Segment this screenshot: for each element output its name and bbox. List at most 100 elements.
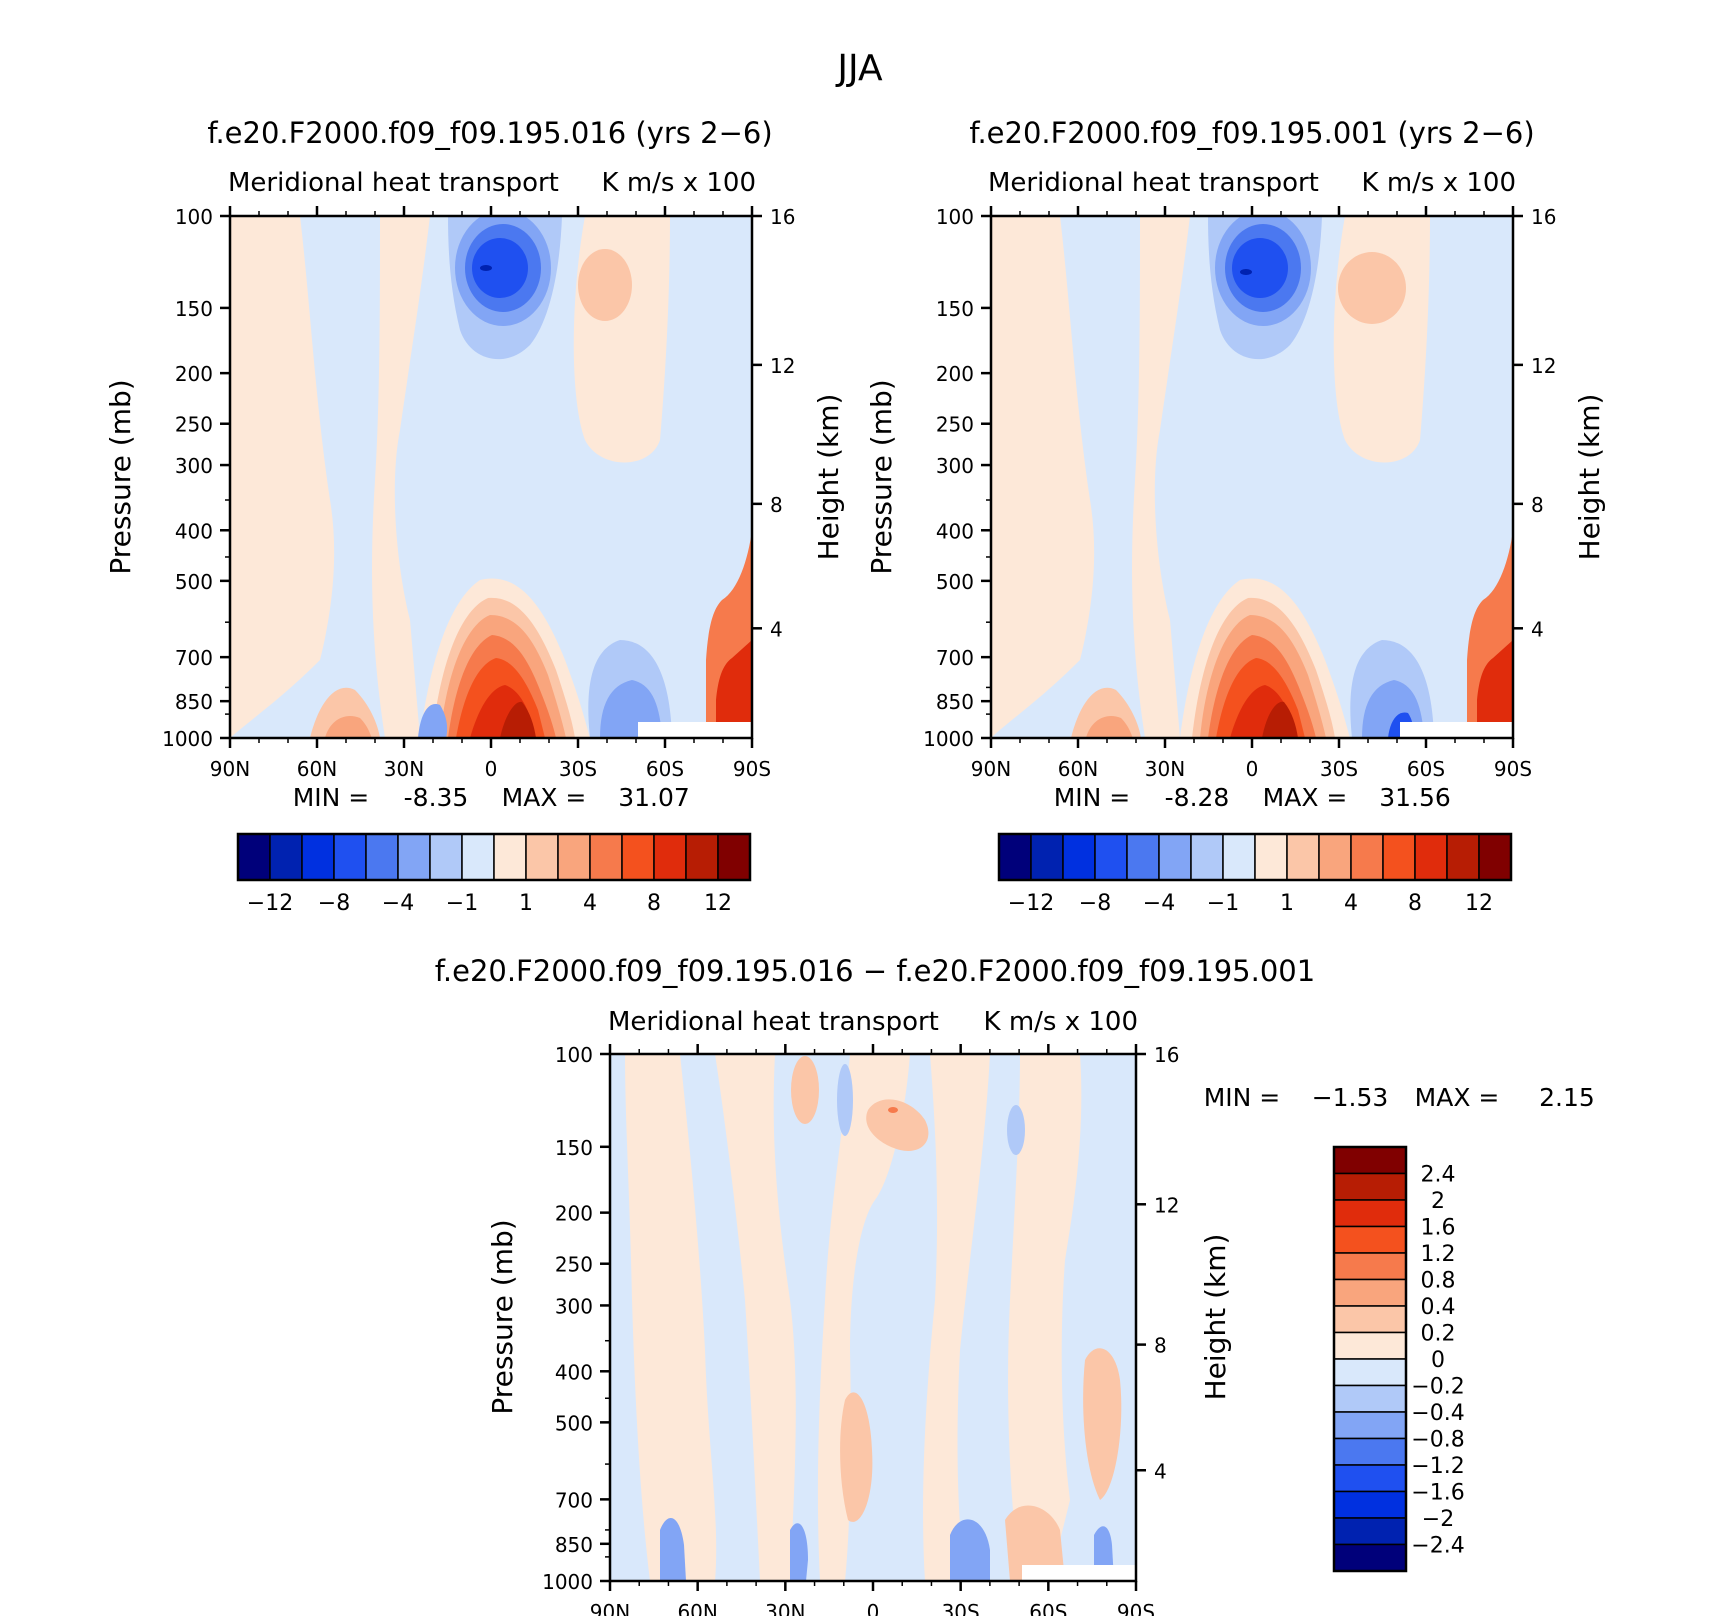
colorbar-box — [1333, 1517, 1407, 1546]
panel-1-min-label: MIN = — [293, 783, 370, 812]
colorbar-label: 0.4 — [1421, 1295, 1456, 1320]
x-tick-label: 0 — [1246, 757, 1259, 781]
colorbar-label: 0.2 — [1421, 1322, 1456, 1347]
panel-1-left-string: Meridional heat transport — [228, 168, 559, 198]
x-tick-label: 30S — [1320, 757, 1358, 781]
panel-3-warm-band-4 — [923, 1054, 990, 1581]
x-tick-label: 0 — [867, 1600, 880, 1616]
y2-tick-label: 4 — [1154, 1459, 1167, 1483]
panel-3-warm-cell-low-south — [1005, 1505, 1065, 1581]
x-tick-label: 90N — [971, 757, 1011, 781]
colorbar-label: −12 — [1008, 891, 1054, 916]
colorbar-box — [1333, 1543, 1407, 1572]
panel-3-cold-cell-upper — [837, 1064, 853, 1136]
panel-2-contour-field — [991, 216, 1513, 738]
y-tick-label: 400 — [175, 519, 213, 543]
panel-3-warm-cell-low-1 — [840, 1392, 873, 1522]
colorbar-box — [1190, 833, 1224, 881]
panel-3-warm-cell-jet-core — [888, 1107, 898, 1113]
panel-1-title: f.e20.F2000.f09_f09.195.016 (yrs 2−6) — [207, 116, 772, 150]
colorbar-box — [365, 833, 399, 881]
panel-3-contour-field — [610, 1054, 1136, 1581]
x-tick-label: 60S — [1029, 1600, 1067, 1616]
y2-tick-label: 16 — [770, 205, 795, 229]
colorbar-label: 12 — [704, 891, 732, 916]
colorbar-box — [1478, 833, 1512, 881]
y-tick-label: 700 — [936, 646, 974, 670]
panel-2-left-string: Meridional heat transport — [988, 168, 1319, 198]
panel-2-warm-cell-south — [1338, 252, 1406, 324]
colorbar-box — [461, 833, 495, 881]
panel-2-y2label: Height (km) — [1573, 394, 1606, 561]
panel-3-min-label: MIN = — [1204, 1083, 1281, 1112]
y2-tick-label: 8 — [1154, 1334, 1167, 1358]
panel-3-cold-cell-upper-south — [1007, 1105, 1025, 1155]
y-tick-label: 700 — [555, 1488, 593, 1512]
colorbar-frame — [236, 832, 752, 882]
colorbar-label: −2 — [1422, 1507, 1454, 1532]
y-tick-label: 300 — [936, 454, 974, 478]
colorbar-label: −8 — [1079, 891, 1111, 916]
panel-2-max-label: MAX = — [1263, 783, 1348, 812]
colorbar-box — [717, 833, 751, 881]
colorbar-box — [653, 833, 687, 881]
y-tick-label: 150 — [936, 297, 974, 321]
colorbar-box — [525, 833, 559, 881]
y2-tick-label: 4 — [1531, 617, 1544, 641]
panel-2-missing-topography — [1400, 722, 1513, 738]
panel-1-max-label: MAX = — [502, 783, 587, 812]
colorbar-label: 1.6 — [1421, 1216, 1456, 1241]
panel-2: f.e20.F2000.f09_f09.195.001 (yrs 2−6) Me… — [865, 116, 1606, 916]
colorbar-label: −0.8 — [1411, 1428, 1464, 1453]
colorbar-box — [1333, 1199, 1407, 1228]
colorbar-box — [1286, 833, 1320, 881]
y-tick-label: 700 — [175, 646, 213, 670]
colorbar-box — [1030, 833, 1064, 881]
panel-2-warm-band-north — [991, 216, 1095, 738]
panel-2-warm-band-mid — [1132, 216, 1190, 738]
panel-2-warm-surface-core — [1262, 701, 1298, 738]
panel-3-left-string: Meridional heat transport — [608, 1007, 939, 1037]
y-tick-label: 500 — [175, 570, 213, 594]
colorbar-label: −4 — [382, 891, 414, 916]
panel-2-warm-north-core — [1086, 716, 1133, 738]
y-tick-label: 1000 — [923, 727, 974, 751]
panel-1-cold-patch-equator — [418, 704, 448, 738]
colorbar-box — [1222, 833, 1256, 881]
colorbar-label: 12 — [1465, 891, 1493, 916]
colorbar-label: 1.2 — [1421, 1242, 1456, 1267]
y-tick-label: 400 — [555, 1360, 593, 1384]
colorbar-box — [1062, 833, 1096, 881]
panel-3-axes: 100 150 200 250 300 400 500 700 850 1000 16 12 8 4 90N… — [542, 1043, 1179, 1616]
colorbar-label: 2.4 — [1421, 1163, 1456, 1188]
colorbar-box — [237, 833, 271, 881]
colorbar-box — [493, 833, 527, 881]
panel-3-title: f.e20.F2000.f09_f09.195.016 − f.e20.F200… — [435, 954, 1315, 988]
colorbar-label: 2 — [1431, 1189, 1445, 1214]
colorbar-label: −1.6 — [1411, 1481, 1464, 1506]
panel-3-warm-cell-upper — [791, 1056, 819, 1124]
colorbar-box — [1333, 1490, 1407, 1519]
y-tick-label: 1000 — [542, 1570, 593, 1594]
x-tick-label: 90N — [210, 757, 250, 781]
colorbar-box — [397, 833, 431, 881]
y2-tick-label: 8 — [770, 493, 783, 517]
panel-1-contour-field — [230, 216, 752, 738]
panel-1-cold-jet-5 — [472, 238, 528, 298]
y-tick-label: 100 — [175, 205, 213, 229]
colorbar-label: −0.2 — [1411, 1375, 1464, 1400]
colorbar-box — [685, 833, 719, 881]
panel-2-max-value: 31.56 — [1379, 783, 1451, 812]
x-tick-label: 60N — [677, 1600, 717, 1616]
colorbar-box — [1333, 1278, 1407, 1307]
y2-tick-label: 4 — [770, 617, 783, 641]
y-tick-label: 150 — [175, 297, 213, 321]
colorbar-frame — [1332, 1145, 1408, 1573]
panel-1-warm-surface-core — [500, 701, 536, 738]
panel-2-warm-antarctic-core — [1477, 640, 1513, 738]
colorbar-box — [429, 833, 463, 881]
y2-tick-label: 12 — [770, 354, 795, 378]
x-tick-label: 30S — [559, 757, 597, 781]
colorbar-label: −2.4 — [1411, 1534, 1464, 1559]
y-tick-label: 300 — [175, 454, 213, 478]
